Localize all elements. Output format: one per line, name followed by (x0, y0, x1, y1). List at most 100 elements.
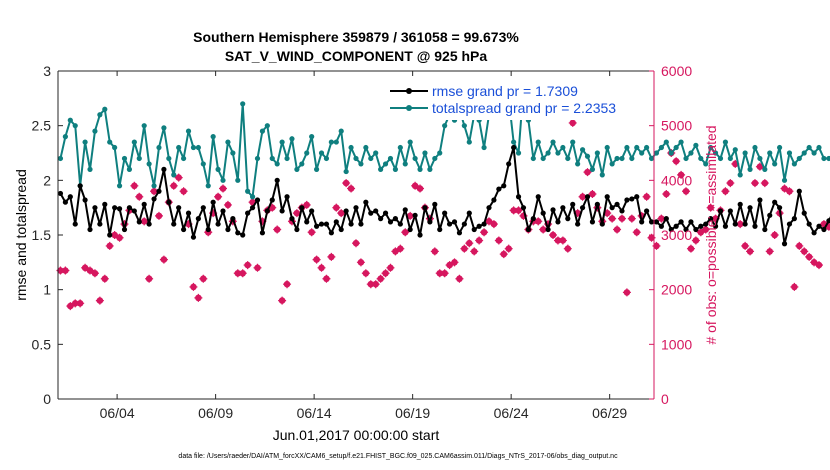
rmse-point (181, 226, 187, 233)
obs-point (396, 244, 405, 253)
rmse-point (806, 221, 812, 227)
spread-point (313, 166, 320, 172)
spread-point (181, 155, 187, 162)
rmse-point (496, 186, 502, 192)
legend-spread-label: totalspread grand pr = 2.2353 (432, 100, 616, 116)
obs-point (455, 274, 464, 283)
rmse-point (732, 221, 738, 227)
rmse-point (772, 199, 778, 205)
rmse-point (294, 226, 300, 233)
spread-point (387, 155, 394, 162)
rmse-point (240, 232, 246, 238)
obs-point (130, 181, 139, 190)
obs-point (352, 239, 360, 248)
spread-point (772, 161, 778, 167)
obs-point (371, 280, 380, 289)
spread-point (289, 136, 295, 142)
obs-point (169, 181, 178, 190)
rmse-point (486, 205, 492, 211)
rmse-point (402, 207, 408, 213)
spread-point (427, 166, 433, 172)
rmse-point (146, 221, 152, 227)
rmse-point (717, 208, 724, 214)
spread-point (121, 155, 128, 162)
obs-series (56, 118, 830, 311)
rmse-point (446, 221, 453, 227)
spread-point (752, 144, 758, 151)
rmse-point (195, 216, 201, 222)
rmse-point (796, 188, 802, 194)
obs-point (253, 263, 262, 272)
spread-point (673, 144, 679, 151)
obs-point (86, 266, 95, 275)
obs-point (76, 299, 85, 308)
rmse-point (515, 194, 522, 200)
spread-point (550, 139, 556, 145)
obs-point (154, 211, 163, 220)
obs-point (805, 252, 814, 261)
spread-point (156, 144, 162, 151)
rmse-point (688, 219, 694, 225)
obs-point (494, 236, 503, 245)
rmse-point (663, 216, 669, 222)
rmse-point (634, 194, 640, 200)
rmse-point (501, 183, 507, 189)
spread-point (112, 144, 118, 151)
spread-point (648, 155, 655, 162)
rmse-point (259, 230, 266, 236)
y-tick-left-label: 3 (43, 63, 51, 79)
obs-point (356, 258, 365, 267)
spread-point (254, 155, 261, 162)
rmse-point (786, 221, 793, 227)
obs-point (810, 258, 819, 267)
rmse-point (62, 199, 68, 205)
rmse-point (353, 205, 359, 211)
obs-point (741, 241, 750, 250)
rmse-point (565, 216, 571, 222)
obs-point (608, 214, 617, 223)
spread-point (594, 150, 600, 156)
rmse-point (82, 197, 88, 203)
spread-point (781, 177, 788, 183)
obs-point (750, 179, 759, 188)
obs-point (470, 247, 479, 256)
obs-point (770, 231, 779, 239)
obs-point (642, 192, 651, 201)
x-tick-label: 06/04 (100, 405, 135, 421)
obs-point (283, 280, 292, 289)
rmse-point (560, 205, 566, 211)
spread-point (806, 144, 812, 151)
rmse-point (673, 223, 679, 229)
obs-point (686, 244, 695, 253)
spread-point (599, 172, 605, 178)
spread-point (397, 144, 403, 151)
spread-point (737, 172, 743, 178)
rmse-point (658, 223, 664, 229)
rmse-point (112, 205, 118, 211)
obs-point (499, 250, 508, 259)
obs-point (105, 241, 114, 250)
spread-point (530, 155, 536, 162)
obs-point (416, 184, 425, 193)
rmse-point (471, 226, 477, 233)
rmse-point (407, 226, 413, 233)
spread-point (225, 139, 231, 145)
spread-point (757, 155, 763, 162)
rmse-point (619, 208, 625, 214)
rmse-point (752, 223, 758, 229)
obs-point (342, 179, 351, 188)
rmse-point (397, 221, 403, 227)
rmse-point (284, 194, 290, 200)
rmse-point (131, 208, 137, 214)
obs-point (672, 157, 681, 166)
obs-point (302, 200, 311, 209)
spread-point (284, 155, 290, 162)
spread-point (703, 161, 709, 167)
spread-point (708, 144, 714, 151)
rmse-point (417, 232, 423, 238)
obs-point (391, 247, 400, 256)
rmse-point (550, 207, 556, 213)
y-tick-left-label: 2.5 (32, 118, 52, 134)
y-tick-right-label: 0 (661, 391, 669, 407)
spread-point (584, 153, 591, 159)
